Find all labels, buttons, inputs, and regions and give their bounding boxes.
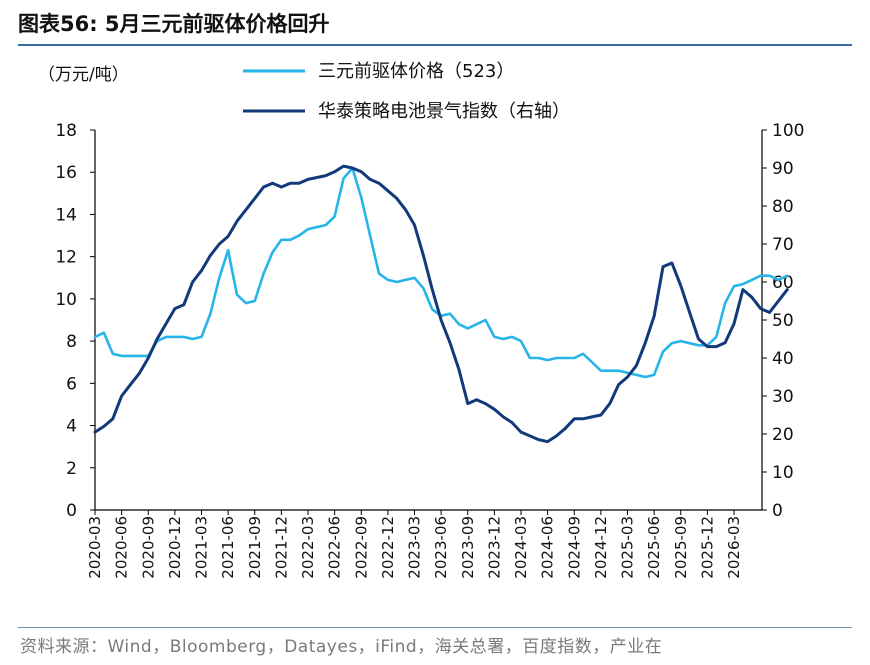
x-tick-label: 2025-12 — [698, 516, 716, 579]
left-tick-label: 14 — [55, 205, 77, 225]
source-note: 资料来源：Wind，Bloomberg，Datayes，iFind，海关总署，百… — [20, 637, 663, 657]
page-title: 图表56: 5月三元前驱体价格回升 — [18, 12, 330, 36]
right-tick-label: 100 — [772, 121, 804, 141]
x-tick-label: 2024-12 — [592, 516, 610, 579]
right-tick-label: 50 — [772, 311, 794, 331]
left-tick-label: 8 — [66, 332, 77, 352]
right-tick-label: 80 — [772, 197, 794, 217]
x-tick-label: 2025-09 — [672, 516, 690, 579]
x-tick-label: 2025-03 — [619, 516, 637, 579]
legend-label-price: 三元前驱体价格（523） — [318, 61, 514, 82]
x-tick-label: 2023-06 — [432, 516, 450, 579]
right-tick-label: 70 — [772, 235, 794, 255]
left-tick-label: 4 — [66, 417, 77, 437]
left-tick-label: 16 — [55, 163, 77, 183]
x-tick-label: 2025-06 — [645, 516, 663, 579]
left-tick-label: 2 — [66, 459, 77, 479]
x-tick-label: 2022-03 — [299, 516, 317, 579]
x-tick-label: 2022-09 — [352, 516, 370, 579]
right-tick-label: 20 — [772, 425, 794, 445]
title-divider — [18, 44, 852, 46]
x-tick-label: 2022-06 — [326, 516, 344, 579]
left-axis-ticks: 0 2 4 6 8 10 12 14 16 18 — [55, 121, 95, 521]
footer-divider — [18, 627, 852, 628]
series-layer — [93, 164, 789, 444]
right-tick-label: 60 — [772, 273, 794, 293]
right-tick-label: 90 — [772, 159, 794, 179]
x-tick-label: 2024-09 — [565, 516, 583, 579]
x-tick-label: 2020-09 — [139, 516, 157, 579]
left-axis-unit: （万元/吨） — [38, 65, 129, 85]
x-axis-ticks: 2020-03 2020-06 2020-09 2020-12 2021-03 2021-… — [86, 510, 743, 579]
series-line-index — [93, 164, 789, 444]
x-tick-label: 2022-12 — [379, 516, 397, 579]
x-tick-label: 2020-06 — [113, 516, 131, 579]
right-axis-ticks: 0 10 20 30 40 50 60 70 80 90 100 — [762, 121, 804, 521]
x-tick-label: 2021-09 — [246, 516, 264, 579]
left-tick-label: 6 — [66, 374, 77, 394]
left-tick-label: 12 — [55, 248, 77, 268]
x-tick-label: 2024-06 — [539, 516, 557, 579]
x-tick-label: 2021-06 — [219, 516, 237, 579]
legend-label-index: 华泰策略电池景气指数（右轴） — [318, 101, 570, 122]
left-tick-label: 10 — [55, 290, 77, 310]
legend: 三元前驱体价格（523） 华泰策略电池景气指数（右轴） — [243, 61, 570, 122]
x-tick-label: 2021-03 — [193, 516, 211, 579]
left-tick-label: 18 — [55, 121, 77, 141]
x-tick-label: 2026-03 — [725, 516, 743, 579]
x-tick-label: 2024-03 — [512, 516, 530, 579]
right-tick-label: 40 — [772, 349, 794, 369]
right-tick-label: 30 — [772, 387, 794, 407]
left-tick-label: 0 — [66, 501, 77, 521]
x-tick-label: 2020-12 — [166, 516, 184, 579]
chart-axes — [94, 130, 763, 511]
right-tick-label: 0 — [772, 501, 783, 521]
line-chart: 0 2 4 6 8 10 12 14 16 18 0 10 20 30 40 50 60 70 80 90 100 2… — [38, 61, 804, 579]
x-tick-label: 2021-12 — [272, 516, 290, 579]
x-tick-label: 2020-03 — [86, 516, 104, 579]
x-tick-label: 2023-03 — [406, 516, 424, 579]
x-tick-label: 2023-12 — [485, 516, 503, 579]
x-tick-label: 2023-09 — [459, 516, 477, 579]
right-tick-label: 10 — [772, 463, 794, 483]
